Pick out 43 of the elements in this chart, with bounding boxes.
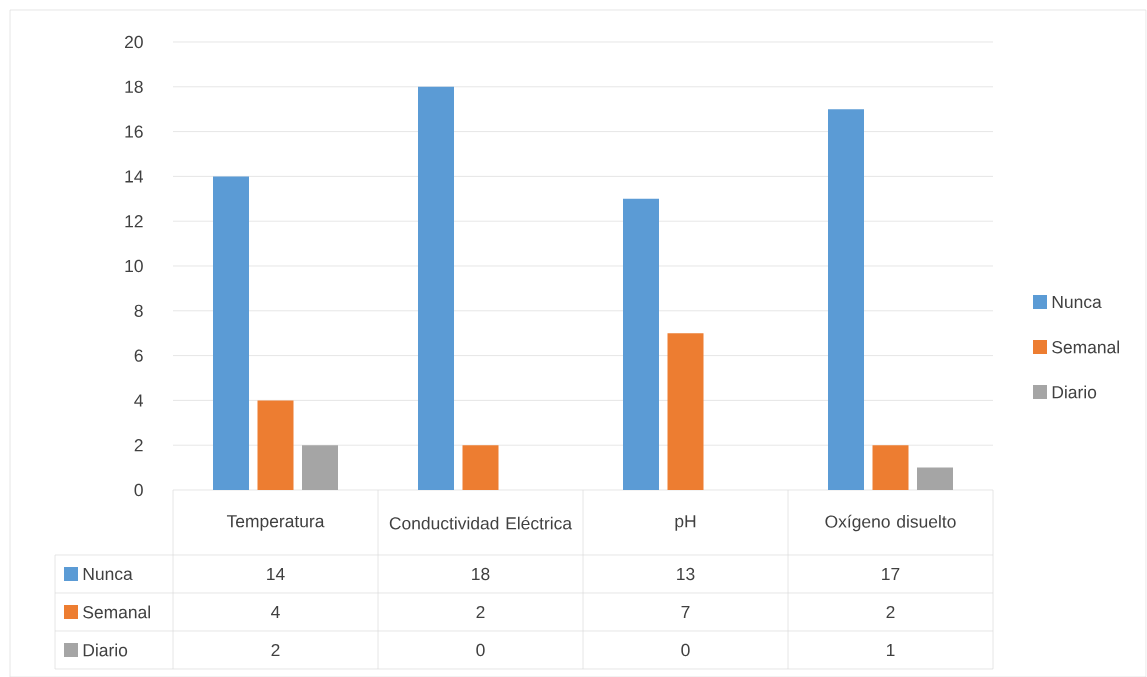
bar (462, 445, 499, 490)
data-label: 0 (476, 643, 485, 657)
y-tick-label: 10 (125, 259, 143, 273)
x-tick-label: pH (675, 515, 696, 531)
y-tick-label: 4 (134, 394, 143, 407)
bar (257, 400, 294, 490)
bar (917, 467, 953, 490)
data-label: 2 (476, 605, 485, 618)
data-label: 0 (681, 643, 690, 657)
y-tick-label: 2 (134, 438, 143, 452)
bar (302, 445, 338, 490)
y-tick-label: 6 (134, 349, 143, 362)
y-tick-label: 0 (134, 483, 143, 497)
x-tick-label: Temperatura (226, 515, 325, 531)
data-label: 2 (886, 605, 895, 618)
bar (418, 86, 454, 490)
legend-label: Diario (1052, 385, 1097, 399)
data-label: 18 (472, 567, 490, 581)
text: Semanal (83, 605, 150, 619)
y-tick-label: 18 (125, 80, 143, 93)
x-tick-label: Conductividad Eléctrica (389, 516, 573, 530)
legend-label: Nunca (83, 567, 133, 580)
y-tick-label: 20 (125, 35, 143, 49)
text: Nunca (1052, 295, 1102, 308)
data-label: 14 (267, 567, 285, 580)
data-label: 7 (681, 605, 690, 618)
data-label: 4 (271, 605, 280, 618)
bar (213, 176, 250, 490)
text: Diario (83, 643, 128, 657)
data-label: 13 (677, 567, 695, 581)
bar (872, 445, 909, 490)
legend-label: Semanal (1052, 340, 1119, 354)
y-tick-label: 16 (125, 125, 143, 138)
data-label: 1 (886, 643, 895, 656)
y-tick-label: 14 (125, 170, 143, 183)
bar (667, 333, 704, 490)
x-tick-label: Oxígeno disuelto (825, 514, 956, 532)
bar (623, 198, 659, 490)
bar (828, 109, 864, 490)
y-tick-label: 12 (125, 214, 143, 228)
y-tick-label: 8 (134, 304, 143, 317)
data-label: 17 (882, 567, 900, 580)
data-label: 2 (271, 643, 280, 656)
